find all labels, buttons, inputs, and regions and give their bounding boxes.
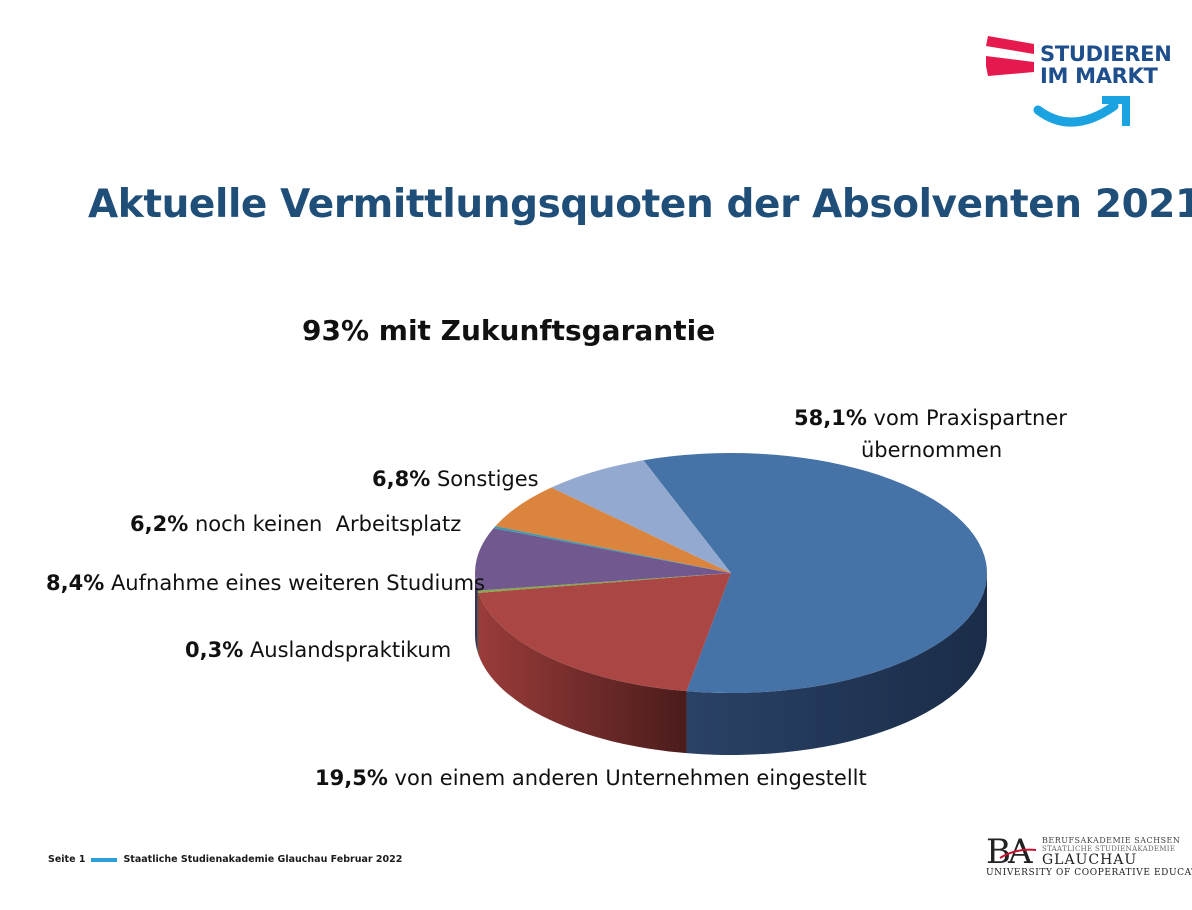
label-6-8-pct: 6,8% [372, 467, 431, 491]
label-6-8-text: Sonstiges [436, 467, 539, 491]
slice-sonstiges [551, 460, 731, 573]
slice-auslandspraktikum [477, 573, 731, 593]
slice-anderes-unternehmen-side [478, 592, 687, 754]
slice-small-teal [493, 526, 731, 573]
label-6-2: 6,2% noch keinen Arbeitsplatz [130, 508, 461, 540]
logo-arrow-icon [1033, 96, 1130, 127]
footer: Seite 1 Staatliche Studienakademie Glauc… [48, 854, 402, 865]
logo-stripes-icon [986, 36, 1034, 76]
label-58-1-text-line1: vom Praxispartner [873, 406, 1067, 430]
slice-praxispartner [643, 453, 987, 694]
label-6-8: 6,8% Sonstiges [372, 463, 539, 495]
label-19-5-pct: 19,5% [315, 766, 388, 790]
label-6-2-text: noch keinen Arbeitsplatz [194, 512, 462, 536]
slice-auslandspraktikum-side [477, 590, 479, 655]
slice-anderes-unternehmen [478, 573, 731, 692]
label-8-4-pct: 8,4% [46, 571, 105, 595]
label-58-1: 58,1% vom Praxispartner [794, 402, 1067, 434]
logo-line-2: IM MARKT [1040, 64, 1158, 88]
studieren-im-markt-logo: STUDIEREN IM MARKT [982, 34, 1172, 134]
label-0-3: 0,3% Auslandspraktikum [185, 634, 451, 666]
logo-line-1: STUDIEREN [1040, 42, 1172, 66]
label-58-1-pct: 58,1% [794, 406, 867, 430]
ba-glauchau-logo: BA BERUFSAKADEMIE SACHSEN STAATLICHE STU… [984, 832, 1192, 882]
footer-text: Staatliche Studienakademie Glauchau Febr… [123, 854, 403, 865]
label-58-1-line2: übernommen [861, 438, 1003, 462]
label-0-3-pct: 0,3% [185, 638, 244, 662]
footer-page: Seite 1 [48, 854, 86, 865]
label-19-5: 19,5% von einem anderen Unternehmen eing… [315, 762, 867, 794]
label-0-3-text: Auslandspraktikum [249, 638, 452, 662]
ba-line-4: UNIVERSITY OF COOPERATIVE EDUCATION [986, 868, 1192, 878]
slice-weiteres-studium [474, 528, 731, 591]
label-8-4-text: Aufnahme eines weiteren Studiums [110, 571, 486, 595]
ba-mark: BA [986, 832, 1033, 872]
label-19-5-text: von einem anderen Unternehmen eingestell… [394, 766, 867, 790]
chart-subtitle: 93% mit Zukunftsgarantie [302, 314, 716, 347]
label-8-4: 8,4% Aufnahme eines weiteren Studiums [46, 567, 485, 599]
label-6-2-pct: 6,2% [130, 512, 189, 536]
slice-praxispartner-side [686, 573, 987, 756]
ba-line-2: STAATLICHE STUDIENAKADEMIE [1042, 845, 1176, 853]
slice-kein-arbeitsplatz [495, 487, 731, 573]
slice-weiteres-studium-side [475, 573, 478, 653]
ba-line-3: GLAUCHAU [1042, 852, 1138, 868]
footer-divider [91, 857, 118, 862]
page-title: Aktuelle Vermittlungsquoten der Absolven… [88, 182, 1192, 227]
ba-line-1: BERUFSAKADEMIE SACHSEN [1042, 836, 1181, 845]
ba-swoosh-icon [999, 848, 1037, 859]
